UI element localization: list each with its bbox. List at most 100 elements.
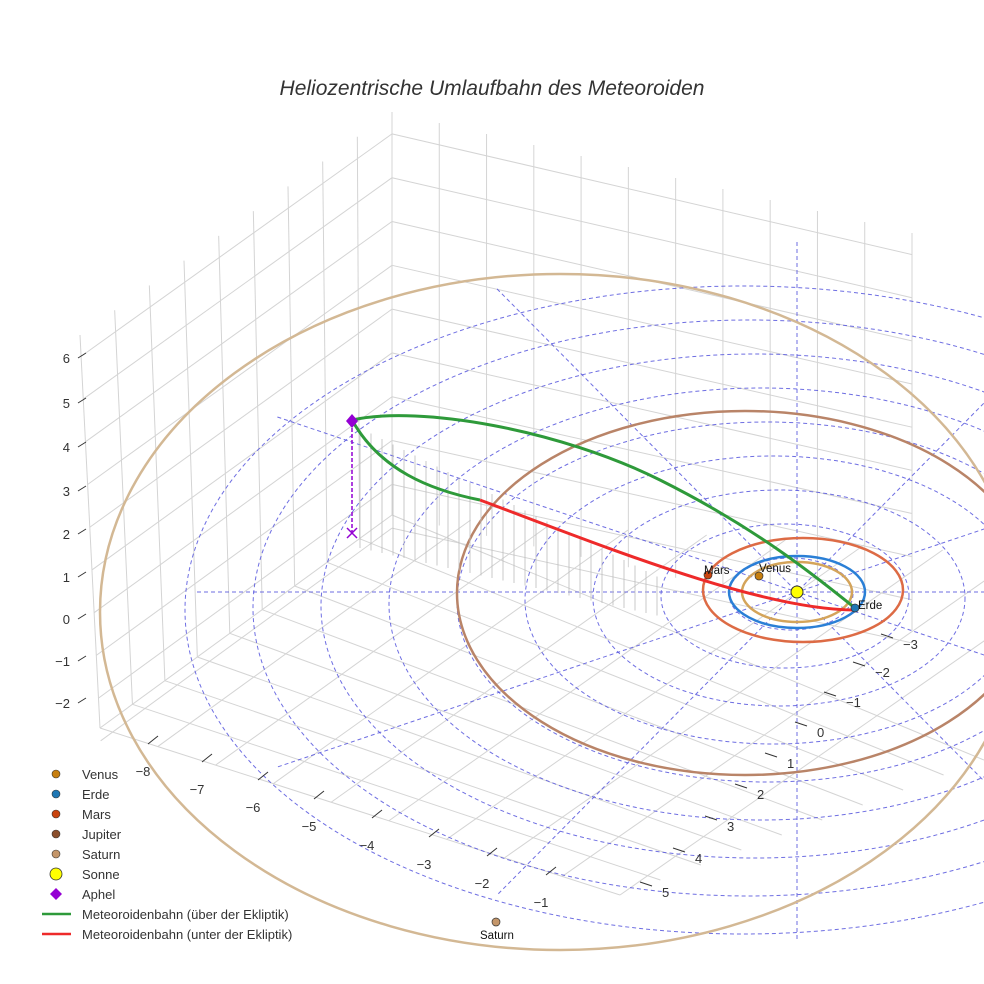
ecliptic-ring bbox=[524, 455, 984, 745]
y-tick-label: 2 bbox=[757, 787, 764, 802]
legend-item-label: Sonne bbox=[82, 867, 120, 882]
ecliptic-ring bbox=[184, 285, 984, 935]
meteoroid-trajectory bbox=[350, 414, 856, 612]
legend: Venus Erde Mars Jupiter Saturn Sonne Aphel Mete… bbox=[42, 767, 292, 942]
markers: Venus Erde Mars Saturn bbox=[346, 414, 882, 942]
legend-item-label: Saturn bbox=[82, 847, 120, 862]
floor-gridline bbox=[132, 703, 661, 881]
z-tick-mark bbox=[77, 397, 87, 404]
x-tick-label: −5 bbox=[302, 819, 317, 834]
z-tick-label: 6 bbox=[63, 351, 70, 366]
planet-marker-saturn bbox=[491, 917, 501, 927]
y-tick-mark bbox=[764, 752, 778, 758]
aphel-marker bbox=[346, 414, 358, 428]
y-tick-mark bbox=[823, 691, 837, 697]
y-tick-label: −2 bbox=[875, 665, 890, 680]
y-tick-label: −1 bbox=[846, 695, 861, 710]
floor-gridline bbox=[262, 609, 823, 821]
floor-gridline bbox=[388, 539, 786, 822]
legend-marker bbox=[51, 789, 61, 799]
x-tick-label: −2 bbox=[475, 876, 490, 891]
x-tick-mark bbox=[545, 866, 557, 876]
z-tick-label: 2 bbox=[63, 527, 70, 542]
left-wall-gridline bbox=[183, 260, 198, 658]
left-wall-z-gridline bbox=[80, 133, 393, 357]
floor-gridline bbox=[391, 514, 984, 761]
z-tick-label: 3 bbox=[63, 484, 70, 499]
z-tick-label: 0 bbox=[63, 612, 70, 627]
x-tick-mark bbox=[371, 809, 383, 819]
floor-gridline bbox=[326, 561, 904, 791]
x-tick-label: −3 bbox=[417, 857, 432, 872]
floor-gridline bbox=[164, 680, 702, 866]
floor-gridline bbox=[99, 514, 393, 729]
orbit-above-ecliptic bbox=[350, 419, 481, 502]
x-tick-label: −6 bbox=[246, 800, 261, 815]
z-tick-mark bbox=[77, 441, 87, 448]
left-wall-z-gridline bbox=[96, 440, 393, 656]
z-tick-mark bbox=[77, 697, 87, 704]
ecliptic-ring bbox=[320, 353, 984, 859]
z-tick-mark bbox=[77, 655, 87, 662]
legend-marker bbox=[51, 849, 61, 859]
floor-gridline bbox=[99, 727, 621, 896]
orbit-saturn bbox=[98, 272, 984, 952]
planet-label-saturn: Saturn bbox=[480, 930, 514, 942]
drop-lines bbox=[359, 428, 658, 616]
y-tick-mark bbox=[639, 881, 653, 887]
x-tick-label: −8 bbox=[136, 764, 151, 779]
planet-label-erde: Erde bbox=[858, 600, 882, 612]
z-tick-label: 5 bbox=[63, 396, 70, 411]
y-tick-label: 1 bbox=[787, 756, 794, 771]
left-wall-z-gridline bbox=[87, 264, 393, 485]
floor-gridline bbox=[504, 549, 943, 859]
left-wall-z-gridline bbox=[100, 527, 393, 742]
left-wall-gridline bbox=[322, 161, 328, 563]
x-tick-label: −1 bbox=[534, 895, 549, 910]
aphel-projection-marker bbox=[346, 527, 358, 539]
ecliptic-radial bbox=[496, 288, 984, 782]
back-wall-z-gridline bbox=[391, 264, 913, 385]
ecliptic-ring bbox=[252, 319, 984, 897]
planet-label-venus: Venus bbox=[759, 563, 791, 575]
z-tick-label: 4 bbox=[63, 440, 70, 455]
z-tick-label: −2 bbox=[55, 696, 70, 711]
y-tick-mark bbox=[672, 847, 686, 853]
ecliptic-ring bbox=[456, 421, 984, 783]
left-wall-z-gridline bbox=[98, 483, 393, 699]
legend-marker bbox=[51, 809, 61, 819]
sun-marker bbox=[790, 585, 804, 599]
back-wall-z-gridline bbox=[391, 133, 913, 256]
ecliptic-ring bbox=[660, 523, 910, 669]
floor-gridline bbox=[157, 519, 471, 747]
legend-item-label: Aphel bbox=[82, 887, 115, 902]
orbit-below-ecliptic bbox=[479, 498, 856, 612]
back-wall-z-gridline bbox=[391, 396, 913, 514]
planet-marker-erde bbox=[850, 603, 860, 613]
z-tick-mark bbox=[77, 485, 87, 492]
y-tick-label: 5 bbox=[662, 885, 669, 900]
left-wall-z-gridline bbox=[82, 177, 393, 400]
axis-grid bbox=[79, 112, 984, 896]
legend-marker bbox=[50, 888, 62, 900]
floor-gridline bbox=[619, 640, 984, 896]
legend-marker bbox=[51, 829, 61, 839]
left-wall-z-gridline bbox=[91, 352, 393, 571]
orbit-erde bbox=[727, 554, 867, 630]
left-wall-z-gridline bbox=[93, 396, 393, 614]
left-wall-gridline bbox=[252, 211, 263, 610]
y-tick-mark bbox=[734, 783, 748, 789]
orbit-above-ecliptic bbox=[351, 414, 856, 610]
chart-title: Heliozentrische Umlaufbahn des Meteoroid… bbox=[280, 77, 705, 100]
x-tick-mark bbox=[313, 790, 325, 800]
left-wall-z-gridline bbox=[89, 308, 393, 528]
left-wall-z-gridline bbox=[85, 221, 393, 443]
back-wall-z-gridline bbox=[391, 440, 913, 558]
z-tick-label: 1 bbox=[63, 570, 70, 585]
orbit-jupiter bbox=[455, 409, 984, 777]
floor-gridline bbox=[273, 529, 629, 785]
y-tick-mark bbox=[852, 661, 866, 667]
left-wall-gridline bbox=[218, 235, 231, 634]
